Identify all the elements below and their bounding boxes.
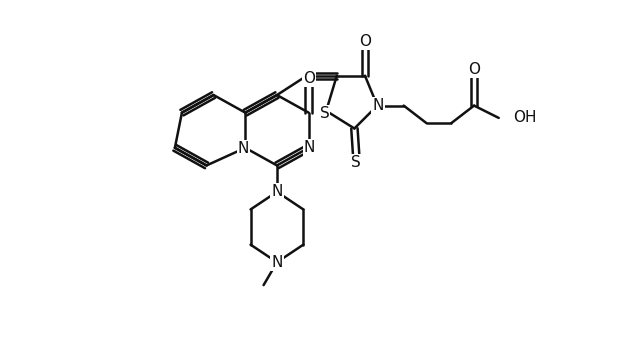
Text: N: N [271,184,283,199]
Text: O: O [359,34,371,49]
Text: N: N [238,141,249,156]
Text: N: N [372,98,383,113]
Text: S: S [351,155,361,170]
Text: S: S [319,106,330,121]
Text: O: O [468,62,480,77]
Text: OH: OH [513,111,536,125]
Text: O: O [303,71,315,86]
Text: N: N [303,140,315,155]
Text: N: N [271,255,283,270]
